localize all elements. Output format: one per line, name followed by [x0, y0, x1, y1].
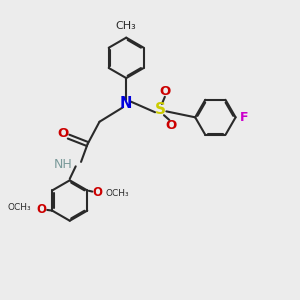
Text: CH₃: CH₃ [116, 21, 136, 31]
Text: O: O [93, 186, 103, 199]
Text: O: O [58, 127, 69, 140]
Text: OCH₃: OCH₃ [7, 202, 31, 211]
Text: NH: NH [54, 158, 73, 171]
Text: O: O [165, 119, 176, 132]
Text: OCH₃: OCH₃ [106, 190, 129, 199]
Text: F: F [240, 111, 248, 124]
Text: O: O [37, 202, 47, 216]
Text: N: N [120, 96, 132, 111]
Text: O: O [159, 85, 170, 98]
Text: S: S [155, 102, 166, 117]
